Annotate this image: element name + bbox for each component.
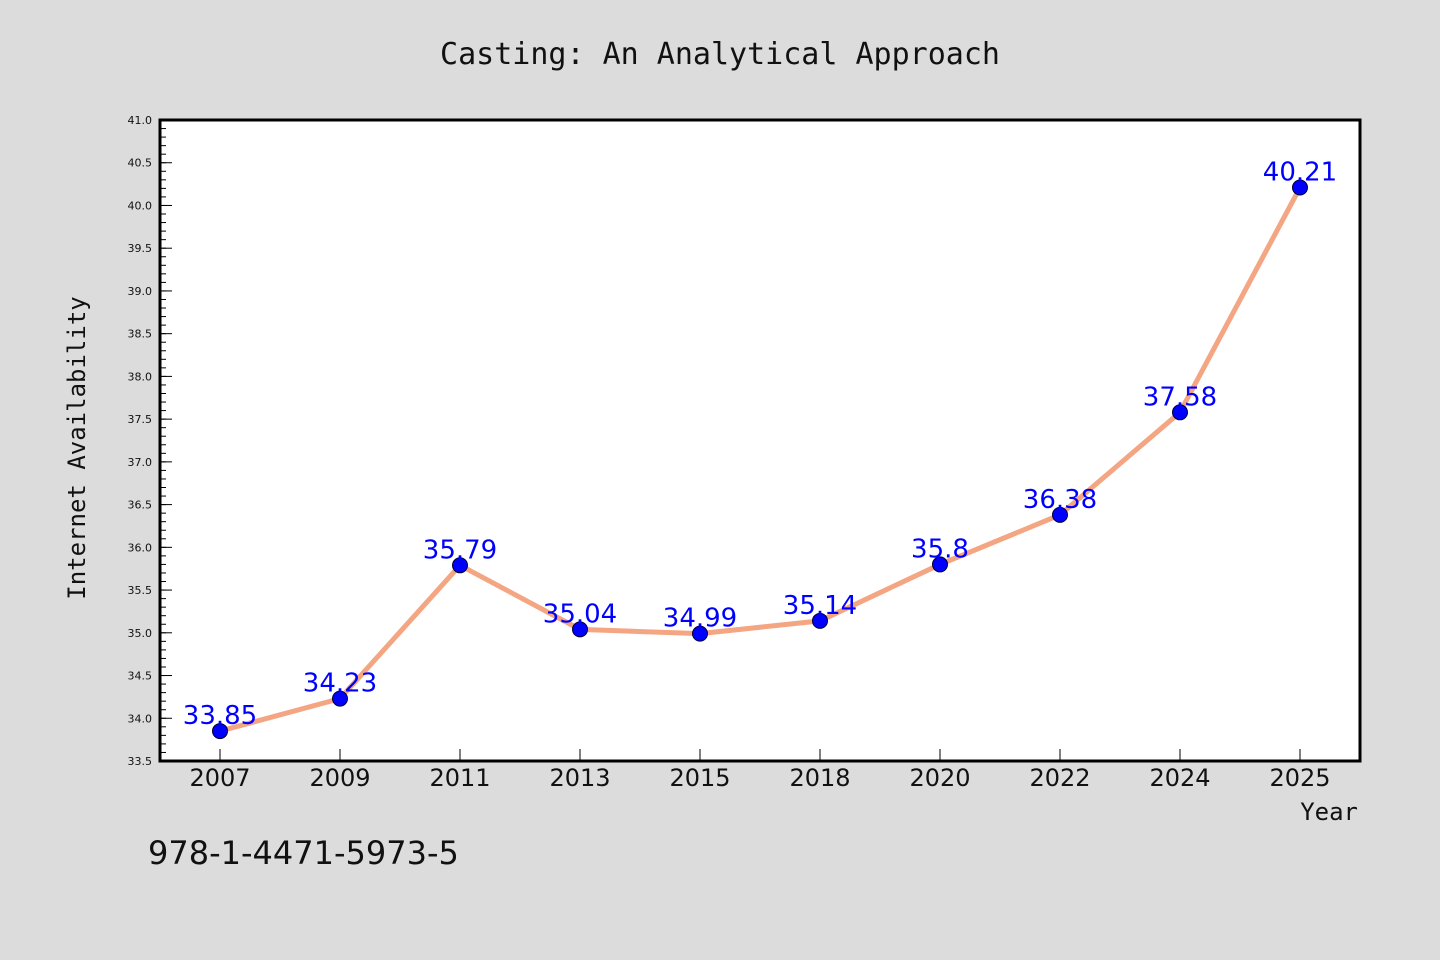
data-point bbox=[1292, 179, 1308, 196]
data-label: 34.23 bbox=[303, 669, 377, 699]
chart-title: Casting: An Analytical Approach bbox=[440, 37, 1000, 72]
data-point bbox=[812, 612, 828, 629]
x-tick-label: 2025 bbox=[1269, 764, 1330, 792]
data-point bbox=[692, 625, 708, 642]
y-tick-label: 36.0 bbox=[128, 541, 153, 554]
data-label: 37.58 bbox=[1143, 382, 1217, 412]
series-line bbox=[217, 185, 1303, 734]
data-label: 33.85 bbox=[183, 701, 257, 731]
y-tick-label: 40.5 bbox=[128, 157, 153, 170]
x-tick-label: 2011 bbox=[429, 764, 490, 792]
x-tick-label: 2022 bbox=[1029, 764, 1090, 792]
y-tick-label: 34.5 bbox=[128, 670, 153, 683]
isbn-text: 978-1-4471-5973-5 bbox=[148, 834, 459, 872]
x-tick-label: 2024 bbox=[1149, 764, 1210, 792]
x-tick-label: 2018 bbox=[789, 764, 850, 792]
x-tick-label: 2020 bbox=[909, 764, 970, 792]
data-label: 35.79 bbox=[423, 535, 497, 565]
data-point bbox=[932, 556, 948, 573]
x-axis-title: Year bbox=[1300, 798, 1358, 826]
x-axis: 2007 2009 2011 2013 2015 2018 2020 2022 2024 2025 bbox=[189, 749, 1331, 792]
x-tick-label: 2009 bbox=[309, 764, 370, 792]
x-tick-label: 2007 bbox=[189, 764, 250, 792]
data-point bbox=[572, 621, 588, 638]
y-axis: 33.5 34.0 34.5 35.0 35.5 36.0 36.5 37.0 37.5 38.0… bbox=[128, 114, 172, 768]
data-point bbox=[1172, 404, 1188, 421]
data-label: 35.04 bbox=[543, 599, 617, 629]
data-point bbox=[452, 557, 468, 574]
y-tick-label: 41.0 bbox=[128, 114, 153, 127]
y-tick-label: 37.5 bbox=[128, 413, 153, 426]
y-axis-title: Internet Availability bbox=[63, 296, 91, 599]
series-layer: 33.85 34.23 35.79 35.04 34.99 35.14 35.8 36.38 3… bbox=[183, 158, 1337, 740]
data-point bbox=[1052, 506, 1068, 523]
y-tick-label: 34.0 bbox=[128, 712, 153, 725]
data-point bbox=[212, 723, 228, 740]
y-tick-label: 33.5 bbox=[128, 755, 153, 768]
data-label: 35.14 bbox=[783, 591, 857, 621]
y-tick-label: 39.0 bbox=[128, 285, 153, 298]
y-tick-label: 37.0 bbox=[128, 456, 153, 469]
x-tick-label: 2013 bbox=[549, 764, 610, 792]
y-tick-label: 40.0 bbox=[128, 199, 153, 212]
data-label: 35.8 bbox=[911, 534, 969, 564]
data-label: 40.21 bbox=[1263, 158, 1337, 188]
y-tick-label: 36.5 bbox=[128, 499, 153, 512]
y-tick-label: 35.5 bbox=[128, 584, 153, 597]
data-label: 36.38 bbox=[1023, 485, 1097, 515]
y-tick-label: 38.0 bbox=[128, 370, 153, 383]
data-label: 34.99 bbox=[663, 604, 737, 634]
y-tick-label: 38.5 bbox=[128, 328, 153, 341]
y-tick-label: 35.0 bbox=[128, 627, 153, 640]
plot-area bbox=[160, 120, 1360, 761]
data-point bbox=[332, 690, 348, 707]
y-tick-label: 39.5 bbox=[128, 242, 153, 255]
plot-frame bbox=[158, 118, 1362, 763]
x-tick-label: 2015 bbox=[669, 764, 730, 792]
